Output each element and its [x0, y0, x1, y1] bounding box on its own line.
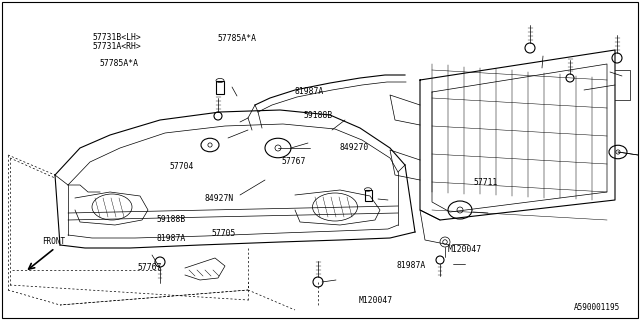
Text: 57785A*A: 57785A*A [218, 34, 257, 43]
Text: 57785A*A: 57785A*A [99, 60, 138, 68]
Bar [365, 189, 371, 201]
Text: 59188B: 59188B [304, 111, 333, 120]
Text: 81987A: 81987A [294, 87, 324, 96]
Ellipse shape [92, 194, 132, 220]
Text: A590001195: A590001195 [573, 303, 620, 312]
Ellipse shape [312, 193, 358, 221]
Text: 81987A: 81987A [157, 234, 186, 243]
Text: 84927N: 84927N [205, 194, 234, 203]
Text: 57711: 57711 [474, 178, 498, 187]
Text: M120047: M120047 [448, 245, 482, 254]
Bar [216, 81, 224, 93]
Text: 57767: 57767 [282, 157, 306, 166]
Text: 849270: 849270 [339, 143, 369, 152]
Text: 57704: 57704 [170, 162, 194, 171]
Text: M120047: M120047 [358, 296, 392, 305]
Text: 57705: 57705 [211, 229, 236, 238]
Text: 57731B<LH>: 57731B<LH> [93, 33, 141, 42]
Text: 59188B: 59188B [157, 215, 186, 224]
Text: 81987A: 81987A [397, 261, 426, 270]
Text: FRONT: FRONT [42, 237, 65, 246]
Text: 57731A<RH>: 57731A<RH> [93, 42, 141, 51]
Text: 57767: 57767 [138, 263, 162, 272]
